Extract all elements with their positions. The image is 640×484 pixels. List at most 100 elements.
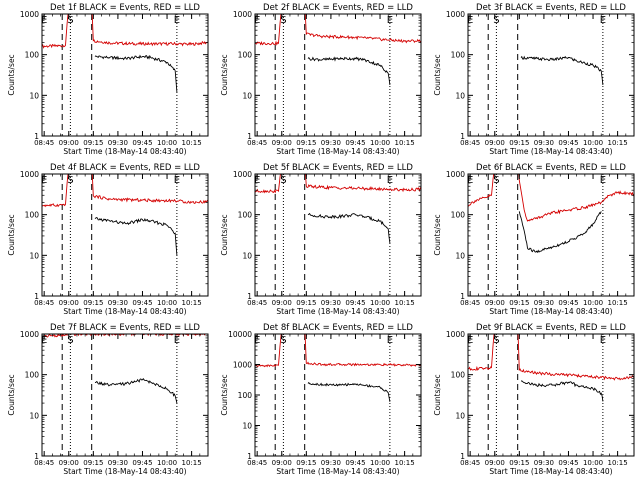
chart-title: Det 7f BLACK = Events, RED = LLD (50, 323, 200, 333)
y-axis-label: Counts/sec (433, 374, 442, 415)
x-tick-label: 09:00 (485, 459, 505, 467)
x-tick-label: 09:00 (485, 139, 505, 147)
chart-svg: Det 9f BLACK = Events, RED = LLD 1 10 100 10… (433, 323, 635, 476)
x-tick-label: 10:00 (583, 299, 603, 307)
y-tick-label: 1000 (20, 170, 39, 179)
y-axis-label: Counts/sec (433, 214, 442, 255)
x-tick-label: 10:00 (370, 139, 390, 147)
y-tick-label: 100 (238, 51, 253, 60)
event-marker-label: E (467, 175, 473, 186)
series-events-line (94, 377, 178, 404)
event-marker-label: E (254, 335, 260, 346)
x-tick-label: 09:30 (108, 299, 128, 307)
chart-title: Det 2f BLACK = Events, RED = LLD (263, 3, 413, 13)
x-tick-label: 09:00 (59, 459, 79, 467)
event-marker-label: S (67, 335, 73, 346)
x-tick-label: 10:00 (370, 299, 390, 307)
y-axis-label: Counts/sec (7, 54, 16, 95)
x-tick-label: 08:45 (460, 299, 480, 307)
y-tick-label: 1000 (20, 330, 39, 339)
series-lld-line (255, 174, 421, 194)
x-axis-label: Start Time (18-May-14 08:43:40) (489, 147, 612, 156)
x-tick-label: 10:15 (395, 139, 415, 147)
event-marker-label: E (174, 15, 180, 26)
series-events-line (94, 216, 178, 256)
plot-frame (41, 173, 209, 297)
y-tick-label: 100 (25, 51, 40, 60)
x-tick-label: 09:30 (534, 139, 554, 147)
x-tick-label: 08:45 (34, 139, 54, 147)
chart-title: Det 9f BLACK = Events, RED = LLD (476, 323, 626, 333)
x-tick-label: 09:30 (108, 139, 128, 147)
x-tick-label: 09:00 (485, 299, 505, 307)
event-marker-label: E (387, 335, 393, 346)
x-tick-label: 10:00 (583, 139, 603, 147)
x-tick-label: 09:45 (132, 139, 152, 147)
event-marker-label: E (467, 335, 473, 346)
x-tick-label: 08:45 (460, 139, 480, 147)
x-tick-label: 09:45 (558, 459, 578, 467)
x-axis-label: Start Time (18-May-14 08:43:40) (276, 307, 399, 316)
series-events-line (307, 56, 391, 86)
y-axis-label: Counts/sec (7, 214, 16, 255)
x-tick-label: 09:30 (321, 459, 341, 467)
plot-frame (467, 173, 635, 297)
x-tick-label: 09:15 (509, 139, 529, 147)
y-tick-label: 1 (460, 452, 465, 461)
y-tick-label: 100 (25, 371, 40, 380)
y-axis-label: Counts/sec (7, 374, 16, 415)
event-marker-label: E (467, 15, 473, 26)
y-tick-label: 10 (455, 251, 465, 260)
y-tick-label: 100 (238, 211, 253, 220)
plot-frame (41, 333, 209, 457)
chart-title: Det 6f BLACK = Events, RED = LLD (476, 163, 626, 173)
series-lld-line (255, 14, 421, 46)
plot-frame (254, 173, 422, 297)
plot-area (255, 174, 421, 296)
plot-frame (467, 13, 635, 137)
event-marker-label: S (280, 175, 286, 186)
event-marker-label: S (493, 335, 499, 346)
x-tick-label: 10:15 (395, 299, 415, 307)
event-marker-label: S (67, 15, 73, 26)
x-tick-label: 10:00 (157, 139, 177, 147)
x-tick-label: 09:45 (558, 299, 578, 307)
chart-svg: Det 3f BLACK = Events, RED = LLD 1 10 100 10… (433, 3, 635, 156)
y-tick-label: 1000 (233, 361, 252, 370)
plot-area (468, 174, 634, 296)
chart-svg: Det 1f BLACK = Events, RED = LLD 1 10 100 10… (7, 3, 209, 156)
chart-title: Det 5f BLACK = Events, RED = LLD (263, 163, 413, 173)
x-tick-label: 10:00 (157, 299, 177, 307)
detector-panel-4: Det 4f BLACK = Events, RED = LLD 1 10 100 10… (0, 160, 213, 324)
y-axis-label: Counts/sec (220, 374, 229, 415)
y-tick-label: 10000 (228, 330, 252, 339)
plot-area (255, 14, 421, 136)
y-tick-label: 1 (460, 292, 465, 301)
series-events-line (518, 211, 602, 254)
event-marker-label: E (387, 15, 393, 26)
x-tick-label: 09:15 (83, 299, 103, 307)
x-tick-label: 09:15 (83, 139, 103, 147)
x-axis-label: Start Time (18-May-14 08:43:40) (63, 467, 186, 476)
detector-panel-6: Det 6f BLACK = Events, RED = LLD 1 10 100 10… (426, 160, 639, 324)
x-tick-label: 10:15 (182, 139, 202, 147)
plot-area (42, 334, 208, 456)
y-tick-label: 10 (242, 91, 252, 100)
plot-frame (467, 333, 635, 457)
series-lld-line (468, 334, 634, 381)
plot-frame (41, 13, 209, 137)
y-axis-label: Counts/sec (220, 214, 229, 255)
x-tick-label: 09:15 (296, 459, 316, 467)
event-marker-label: S (280, 335, 286, 346)
chart-svg: Det 6f BLACK = Events, RED = LLD 1 10 100 10… (433, 163, 635, 316)
series-events-line (521, 380, 604, 402)
x-tick-label: 09:45 (345, 299, 365, 307)
plot-area (468, 334, 634, 456)
x-tick-label: 09:30 (321, 139, 341, 147)
y-tick-label: 1 (460, 132, 465, 141)
y-tick-label: 1000 (233, 10, 252, 19)
y-tick-label: 1 (247, 132, 252, 141)
event-marker-label: S (280, 15, 286, 26)
x-axis-label: Start Time (18-May-14 08:43:40) (276, 467, 399, 476)
x-tick-label: 10:15 (608, 299, 628, 307)
